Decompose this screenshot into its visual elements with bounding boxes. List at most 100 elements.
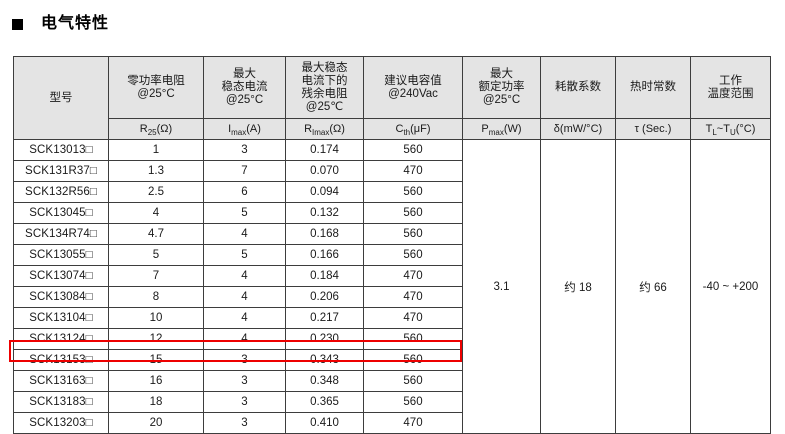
table-row[interactable]: SCK13013□ 1 3 0.174 560 3.1 约 18 约 66 -40 ~ +200 (13, 139, 771, 434)
cell-imax: 4 (203, 286, 286, 308)
cell-model: SCK13045□ (13, 202, 109, 224)
cell-imax: 7 (203, 160, 286, 182)
cell-imax: 3 (203, 139, 286, 161)
column-unit-imax: Imax(A) (203, 118, 286, 140)
cell-model: SCK13153□ (13, 349, 109, 371)
cell-rimax: 0.365 (285, 391, 364, 413)
table-header-row-unit: R25(Ω) Imax(A) RImax(Ω) Cth(μF) Pmax(W) δ(mW/… (14, 118, 771, 140)
column-header-line: @240Vac (388, 87, 438, 100)
cell-cth: 560 (363, 139, 463, 161)
cell-cth: 470 (363, 412, 463, 434)
cell-imax: 3 (203, 349, 286, 371)
cell-imax: 4 (203, 223, 286, 245)
table-row[interactable]: SCK13104□ 10 4 0.217 470 (13, 307, 771, 329)
column-header-line: 最大 (490, 68, 513, 80)
cell-r25: 1 (108, 139, 204, 161)
table-row[interactable]: SCK13153□ 15 3 0.343 560 (13, 349, 771, 371)
cell-imax: 4 (203, 307, 286, 329)
cell-cth: 470 (363, 265, 463, 287)
table-row[interactable]: SCK13124□ 12 4 0.230 560 (13, 328, 771, 350)
cell-merged-delta: 约 18 (540, 139, 616, 434)
cell-r25: 18 (108, 391, 204, 413)
cell-cth: 560 (363, 349, 463, 371)
column-header-rimax: 最大稳态 电流下的 残余电阻 @25℃ (285, 56, 364, 119)
black-square-bullet-icon (12, 18, 23, 30)
cell-model: SCK13013□ (13, 139, 109, 161)
column-header-imax: 最大 稳态电流 @25°C (203, 56, 286, 119)
column-header-line: 最大稳态 (301, 61, 348, 74)
column-header-line: 工作 (719, 74, 742, 87)
column-unit-delta: δ(mW/°C) (540, 118, 616, 140)
cell-r25: 4.7 (108, 223, 204, 245)
cell-model: SCK13183□ (13, 391, 109, 413)
cell-merged-tau: 约 66 (615, 139, 691, 434)
cell-cth: 560 (363, 391, 463, 413)
column-header-trange: 工作 温度范围 (690, 56, 771, 119)
cell-cth: 470 (363, 307, 463, 329)
cell-r25: 8 (108, 286, 204, 308)
cell-r25: 12 (108, 328, 204, 350)
column-header-r25: 零功率电阻 @25°C (108, 56, 204, 119)
cell-rimax: 0.410 (285, 412, 364, 434)
cell-rimax: 0.166 (285, 244, 364, 266)
column-header-line: 温度范围 (707, 87, 754, 100)
table-row[interactable]: SCK13074□ 7 4 0.184 470 (13, 265, 771, 287)
cell-imax: 5 (203, 202, 286, 224)
column-header-line: 建议电容值 (384, 74, 442, 87)
cell-cth: 560 (363, 202, 463, 224)
cell-r25: 15 (108, 349, 204, 371)
cell-imax: 3 (203, 412, 286, 434)
section-title: 电气特性 (12, 12, 109, 36)
cell-rimax: 0.217 (285, 307, 364, 329)
cell-model: SCK13055□ (13, 244, 109, 266)
cell-rimax: 0.132 (285, 202, 364, 224)
cell-r25: 10 (108, 307, 204, 329)
cell-imax: 5 (203, 244, 286, 266)
column-header-line: @25°C (137, 87, 175, 100)
cell-model: SCK132R56□ (13, 181, 109, 203)
cell-model: SCK134R74□ (13, 223, 109, 245)
column-header-line: 电流下的 (301, 74, 348, 87)
table-row[interactable]: SCK131R37□ 1.3 7 0.070 470 (13, 160, 771, 182)
column-header-model: 型号 (13, 56, 109, 140)
column-header-delta: 耗散系数 (540, 56, 616, 119)
cell-r25: 20 (108, 412, 204, 434)
cell-model: SCK13084□ (13, 286, 109, 308)
column-unit-cth: Cth(μF) (363, 118, 463, 140)
cell-r25: 16 (108, 370, 204, 392)
cell-cth: 560 (363, 370, 463, 392)
table-row[interactable]: SCK134R74□ 4.7 4 0.168 560 (13, 223, 771, 245)
column-header-line: 热时常数 (630, 81, 676, 93)
cell-cth: 560 (363, 181, 463, 203)
table-body: SCK13013□ 1 3 0.174 560 3.1 约 18 约 66 -40 ~ +200… (13, 139, 771, 434)
cell-cth: 470 (363, 160, 463, 182)
cell-imax: 3 (203, 391, 286, 413)
cell-rimax: 0.206 (285, 286, 364, 308)
column-header-line: 型号 (49, 91, 73, 104)
cell-rimax: 0.230 (285, 328, 364, 350)
column-header-line: 零功率电阻 (127, 74, 185, 87)
cell-rimax: 0.348 (285, 370, 364, 392)
cell-cth: 560 (363, 244, 463, 266)
column-header-line: 耗散系数 (555, 81, 601, 93)
cell-r25: 1.3 (108, 160, 204, 182)
column-header-line: 残余电阻 (301, 87, 348, 100)
column-header-line: 最大 (233, 68, 256, 80)
table-row[interactable]: SCK13084□ 8 4 0.206 470 (13, 286, 771, 308)
column-header-cth: 建议电容值 @240Vac (363, 56, 463, 119)
cell-merged-pmax: 3.1 (462, 139, 541, 434)
electrical-characteristics-table: 型号 零功率电阻 @25°C 最大 稳态电流 @25°C 最大稳态 电流下的 残余电阻 @25℃ 建… (13, 56, 771, 434)
column-header-line: 稳态电流 (221, 81, 268, 93)
cell-rimax: 0.094 (285, 181, 364, 203)
cell-imax: 4 (203, 265, 286, 287)
table-row[interactable]: SCK13055□ 5 5 0.166 560 (13, 244, 771, 266)
cell-model: SCK13203□ (13, 412, 109, 434)
cell-r25: 7 (108, 265, 204, 287)
cell-r25: 5 (108, 244, 204, 266)
cell-model: SCK13163□ (13, 370, 109, 392)
column-header-pmax: 最大 额定功率 @25°C (462, 56, 541, 119)
table-row[interactable]: SCK13163□ 16 3 0.348 560 (13, 370, 771, 392)
column-header-line: @25°C (225, 94, 264, 106)
electrical-characteristics-table-wrapper: 型号 零功率电阻 @25°C 最大 稳态电流 @25°C 最大稳态 电流下的 残余电阻 @25℃ 建… (13, 56, 771, 434)
column-unit-pmax: Pmax(W) (462, 118, 541, 140)
